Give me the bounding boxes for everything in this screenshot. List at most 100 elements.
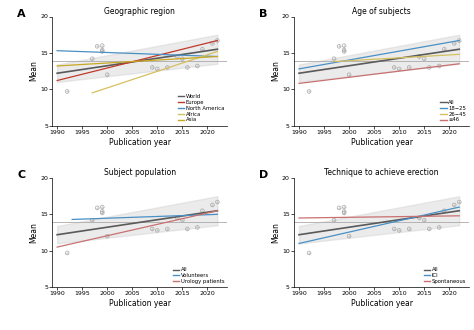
- Point: [456, 199, 463, 205]
- Point: [456, 38, 463, 43]
- Point: [148, 65, 156, 70]
- Title: Age of subjects: Age of subjects: [352, 7, 411, 16]
- Point: [391, 65, 398, 70]
- Point: [89, 217, 96, 223]
- Title: Technique to achieve erection: Technique to achieve erection: [324, 168, 439, 177]
- Point: [436, 225, 443, 230]
- Point: [154, 66, 161, 72]
- Point: [209, 202, 216, 208]
- Point: [214, 38, 221, 43]
- Point: [340, 209, 348, 214]
- Point: [415, 215, 423, 221]
- Point: [99, 49, 106, 54]
- Text: B: B: [259, 9, 267, 19]
- Point: [99, 47, 106, 52]
- Point: [99, 43, 106, 48]
- Point: [456, 199, 463, 205]
- Point: [335, 44, 343, 49]
- Point: [154, 66, 161, 72]
- Point: [391, 65, 398, 70]
- Point: [436, 225, 443, 230]
- Point: [345, 234, 353, 239]
- Point: [99, 210, 106, 215]
- Point: [93, 205, 101, 211]
- Point: [154, 228, 161, 233]
- Point: [330, 56, 338, 61]
- Point: [214, 199, 221, 205]
- Point: [425, 65, 433, 70]
- Y-axis label: Mean: Mean: [30, 222, 39, 243]
- Point: [335, 44, 343, 49]
- Point: [93, 205, 101, 211]
- Point: [89, 56, 96, 61]
- Point: [305, 250, 313, 255]
- Point: [64, 89, 71, 94]
- Point: [183, 226, 191, 232]
- Point: [148, 226, 156, 232]
- Point: [340, 210, 348, 215]
- Point: [209, 202, 216, 208]
- Point: [99, 43, 106, 48]
- Legend: All, 18−25, 26−45, ≥46: All, 18−25, 26−45, ≥46: [440, 100, 466, 123]
- Point: [345, 72, 353, 77]
- Point: [214, 199, 221, 205]
- Point: [199, 208, 206, 214]
- Point: [395, 66, 403, 72]
- Point: [199, 47, 206, 52]
- Point: [436, 63, 443, 69]
- Point: [183, 65, 191, 70]
- Point: [103, 234, 111, 239]
- X-axis label: Publication year: Publication year: [109, 299, 171, 308]
- Point: [193, 63, 201, 69]
- Point: [340, 43, 348, 48]
- Point: [450, 202, 458, 208]
- Point: [405, 65, 413, 70]
- Point: [173, 215, 181, 221]
- Point: [440, 208, 448, 214]
- Point: [415, 215, 423, 221]
- Point: [164, 226, 171, 232]
- Point: [179, 56, 186, 61]
- Point: [450, 202, 458, 208]
- Point: [173, 54, 181, 59]
- Point: [450, 41, 458, 46]
- Y-axis label: Mean: Mean: [272, 222, 281, 243]
- Point: [340, 49, 348, 54]
- Point: [425, 226, 433, 232]
- Point: [193, 225, 201, 230]
- Point: [173, 215, 181, 221]
- Point: [89, 217, 96, 223]
- Point: [99, 47, 106, 52]
- Point: [93, 44, 101, 49]
- Text: D: D: [259, 170, 268, 181]
- Point: [148, 65, 156, 70]
- Point: [415, 54, 423, 59]
- Point: [199, 208, 206, 214]
- Point: [103, 72, 111, 77]
- Point: [164, 226, 171, 232]
- Point: [193, 63, 201, 69]
- Point: [340, 210, 348, 215]
- Point: [103, 72, 111, 77]
- X-axis label: Publication year: Publication year: [351, 299, 413, 308]
- Point: [148, 226, 156, 232]
- Point: [99, 209, 106, 214]
- Point: [99, 49, 106, 54]
- Point: [456, 38, 463, 43]
- Point: [103, 234, 111, 239]
- Point: [436, 63, 443, 69]
- Point: [391, 226, 398, 232]
- Point: [193, 225, 201, 230]
- Point: [405, 226, 413, 232]
- Legend: All, Volunteers, Urology patients: All, Volunteers, Urology patients: [172, 267, 225, 284]
- Point: [335, 205, 343, 211]
- Point: [183, 226, 191, 232]
- Point: [99, 205, 106, 210]
- Point: [209, 41, 216, 46]
- Point: [330, 56, 338, 61]
- Point: [395, 66, 403, 72]
- Point: [345, 234, 353, 239]
- Point: [450, 41, 458, 46]
- Point: [425, 226, 433, 232]
- Point: [64, 250, 71, 255]
